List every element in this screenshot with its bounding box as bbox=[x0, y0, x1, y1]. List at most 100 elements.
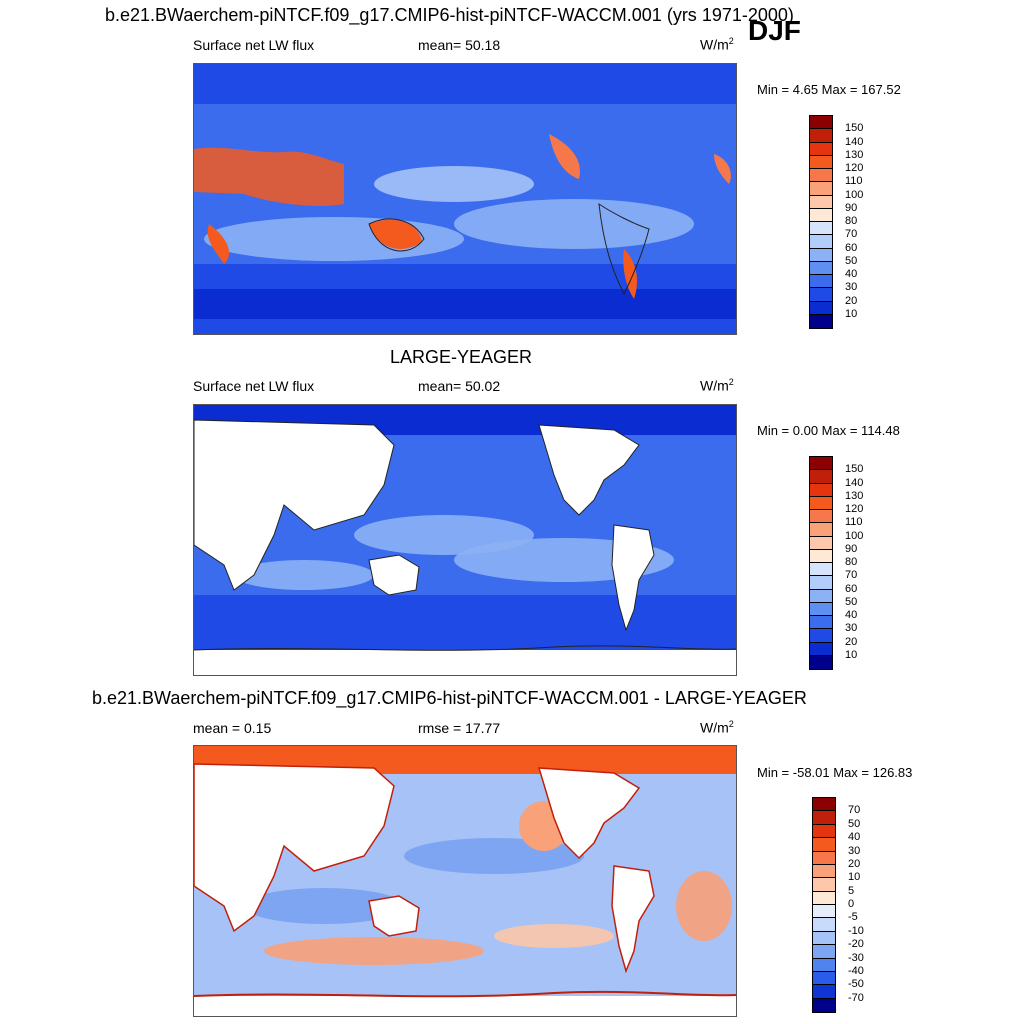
colorbar-tick-label: 70 bbox=[845, 569, 858, 582]
colorbar-tick-label: -30 bbox=[848, 951, 864, 964]
panel3-map bbox=[193, 745, 737, 1017]
colorbar-swatch bbox=[810, 536, 832, 550]
colorbar-swatch bbox=[813, 838, 835, 852]
panel3-colorbar bbox=[812, 797, 836, 1013]
panel1-variable-label: Surface net LW flux bbox=[193, 37, 315, 53]
colorbar-swatch bbox=[810, 155, 832, 169]
colorbar-tick-label: 40 bbox=[845, 268, 858, 280]
colorbar-swatch bbox=[810, 248, 832, 262]
panel1-title: b.e21.BWaerchem-piNTCF.f09_g17.CMIP6-his… bbox=[105, 5, 794, 25]
colorbar-tick-label: -20 bbox=[848, 938, 864, 951]
colorbar-tick-label: 140 bbox=[845, 135, 864, 148]
colorbar-swatch bbox=[810, 496, 832, 510]
colorbar-swatch bbox=[810, 470, 832, 484]
panel1-colorbar bbox=[809, 115, 833, 329]
colorbar-swatch bbox=[813, 798, 835, 812]
colorbar-swatch bbox=[810, 602, 832, 616]
colorbar-tick-label: 120 bbox=[845, 162, 864, 174]
colorbar-tick-label: -5 bbox=[848, 911, 858, 924]
panel3-mean-label: mean = 0.15 bbox=[193, 720, 272, 736]
colorbar-tick-label: 80 bbox=[845, 215, 858, 227]
colorbar-tick-label: 40 bbox=[848, 831, 861, 844]
panel2-mean-label: mean= 50.02 bbox=[418, 378, 501, 394]
panel2-units: W/m2 bbox=[700, 377, 734, 394]
colorbar-tick-label: 80 bbox=[845, 556, 858, 568]
colorbar-tick-label: 30 bbox=[845, 281, 858, 294]
colorbar-tick-label: 70 bbox=[848, 804, 861, 817]
panel3-units: W/m2 bbox=[700, 719, 734, 736]
panel2-colorbar bbox=[809, 456, 833, 670]
colorbar-swatch bbox=[810, 642, 832, 656]
panel1-map bbox=[193, 63, 737, 335]
colorbar-swatch bbox=[810, 116, 832, 130]
colorbar-tick-label: 110 bbox=[845, 175, 863, 188]
colorbar-tick-label: -10 bbox=[848, 924, 864, 937]
colorbar-swatch bbox=[810, 616, 832, 630]
colorbar-swatch bbox=[810, 576, 832, 590]
colorbar-tick-label: 90 bbox=[845, 201, 858, 214]
colorbar-tick-label: 30 bbox=[848, 844, 861, 857]
colorbar-tick-label: 40 bbox=[845, 609, 858, 621]
colorbar-tick-label: 50 bbox=[845, 254, 858, 267]
colorbar-swatch bbox=[810, 549, 832, 563]
panel1-units-exp: 2 bbox=[728, 36, 734, 46]
colorbar-tick-label: 10 bbox=[845, 307, 858, 320]
colorbar-swatch bbox=[813, 905, 835, 919]
colorbar-swatch bbox=[813, 998, 835, 1012]
colorbar-swatch bbox=[810, 563, 832, 577]
panel1-mean-label: mean= 50.18 bbox=[418, 37, 501, 53]
colorbar-tick-label: 110 bbox=[845, 516, 863, 529]
colorbar-tick-label: 20 bbox=[845, 635, 858, 648]
colorbar-tick-label: 10 bbox=[848, 871, 861, 884]
colorbar-swatch bbox=[810, 589, 832, 603]
panel3-units-exp: 2 bbox=[728, 719, 734, 729]
colorbar-swatch bbox=[810, 510, 832, 524]
colorbar-tick-label: 5 bbox=[848, 884, 855, 897]
panel2-variable-label: Surface net LW flux bbox=[193, 378, 315, 394]
colorbar-swatch bbox=[813, 958, 835, 972]
colorbar-swatch bbox=[810, 314, 832, 328]
colorbar-swatch bbox=[810, 195, 832, 209]
colorbar-tick-label: 0 bbox=[848, 898, 855, 910]
panel3-units-base: W/m bbox=[700, 719, 729, 736]
colorbar-swatch bbox=[810, 235, 832, 249]
colorbar-swatch bbox=[813, 811, 835, 825]
colorbar-swatch bbox=[810, 208, 832, 222]
colorbar-tick-label: 100 bbox=[845, 529, 864, 542]
colorbar-tick-label: 150 bbox=[845, 463, 864, 476]
colorbar-tick-label: -40 bbox=[848, 964, 864, 977]
colorbar-tick-label: 60 bbox=[845, 241, 858, 254]
colorbar-tick-label: 50 bbox=[848, 817, 861, 830]
colorbar-tick-label: 60 bbox=[845, 582, 858, 595]
colorbar-tick-label: 130 bbox=[845, 148, 864, 161]
colorbar-tick-label: 140 bbox=[845, 476, 864, 489]
colorbar-tick-label: 30 bbox=[845, 622, 858, 635]
colorbar-swatch bbox=[810, 275, 832, 289]
colorbar-swatch bbox=[813, 931, 835, 946]
colorbar-swatch bbox=[810, 129, 832, 143]
panel1-units: W/m2 bbox=[700, 36, 734, 53]
season-label: DJF bbox=[748, 15, 801, 46]
panel3-rmse-label: rmse = 17.77 bbox=[418, 720, 501, 736]
colorbar-swatch bbox=[810, 222, 832, 236]
colorbar-tick-label: 130 bbox=[845, 489, 864, 502]
panel2-units-exp: 2 bbox=[728, 377, 734, 387]
colorbar-swatch bbox=[810, 142, 832, 156]
colorbar-swatch bbox=[813, 971, 835, 986]
panel2-minmax: Min = 0.00 Max = 114.48 bbox=[757, 423, 900, 438]
colorbar-tick-label: 70 bbox=[845, 228, 858, 241]
colorbar-swatch bbox=[810, 655, 832, 669]
panel2-units-base: W/m bbox=[700, 377, 729, 394]
colorbar-swatch bbox=[813, 878, 835, 892]
colorbar-tick-label: 20 bbox=[848, 857, 861, 870]
colorbar-swatch bbox=[810, 182, 832, 196]
colorbar-tick-label: 120 bbox=[845, 503, 864, 515]
panel1-minmax: Min = 4.65 Max = 167.52 bbox=[757, 82, 901, 97]
colorbar-swatch bbox=[810, 301, 832, 315]
colorbar-swatch bbox=[813, 891, 835, 905]
colorbar-swatch bbox=[813, 864, 835, 879]
colorbar-swatch bbox=[813, 918, 835, 932]
colorbar-swatch bbox=[810, 523, 832, 537]
colorbar-tick-label: 20 bbox=[845, 294, 858, 307]
colorbar-tick-label: 90 bbox=[845, 542, 858, 555]
